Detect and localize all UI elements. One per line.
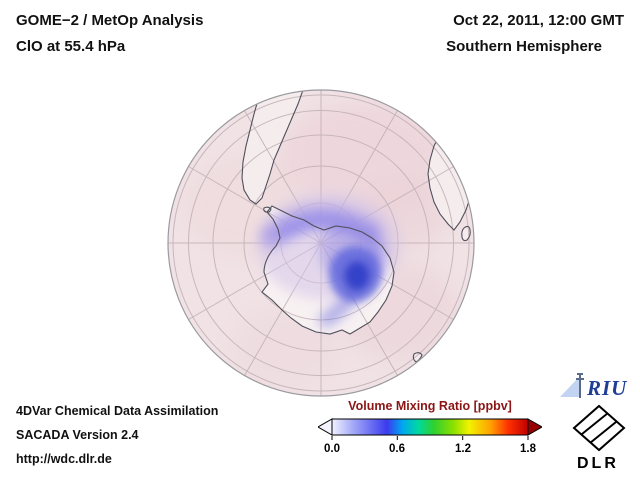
riu-logo: RIU <box>556 371 630 401</box>
colorbar-right-arrow <box>527 418 542 436</box>
riu-logo-tower <box>576 373 584 398</box>
plot-date: Oct 22, 2011, 12:00 GMT <box>453 12 624 29</box>
globe-map <box>164 86 478 400</box>
dlr-logo-svg: DLR <box>572 404 626 472</box>
footer-left: 4DVar Chemical Data Assimilation SACADA … <box>16 399 218 471</box>
header-right: Oct 22, 2011, 12:00 GMT Southern Hemisph… <box>446 8 624 60</box>
assimilation-label: 4DVar Chemical Data Assimilation <box>16 404 219 418</box>
colorbar-left-arrow <box>318 418 333 436</box>
header-left: GOME−2 / MetOp Analysis ClO at 55.4 hPa <box>16 8 203 60</box>
globe-svg <box>167 89 475 397</box>
riu-logo-svg: RIU <box>560 373 628 400</box>
colorbar-tick-1: 0.6 <box>389 443 405 455</box>
dlr-logo: DLR <box>568 404 630 472</box>
version-label: SACADA Version 2.4 <box>16 428 139 442</box>
colorbar: Volume Mixing Ratio [ppbv] 0.0 0.6 1.2 1… <box>318 399 548 461</box>
url-label: http://wdc.dlr.de <box>16 452 112 466</box>
globe-rim <box>167 89 475 397</box>
colorbar-tick-0: 0.0 <box>324 443 340 455</box>
dlr-logo-mark <box>572 404 626 452</box>
colorbar-tick-3: 1.8 <box>520 443 536 455</box>
colorbar-scale <box>318 418 542 440</box>
plot-title: GOME−2 / MetOp Analysis <box>16 12 204 29</box>
colorbar-tickmarks <box>331 436 529 440</box>
colorbar-tick-2: 1.2 <box>455 443 471 455</box>
riu-logo-text: RIU <box>586 376 628 400</box>
plot-subtitle: ClO at 55.4 hPa <box>16 38 126 55</box>
colorbar-title: Volume Mixing Ratio [ppbv] <box>348 399 512 413</box>
dlr-logo-text: DLR <box>577 455 619 472</box>
colorbar-gradient <box>331 418 529 436</box>
plot-region: Southern Hemisphere <box>446 38 602 55</box>
riu-logo-sail <box>560 376 580 397</box>
